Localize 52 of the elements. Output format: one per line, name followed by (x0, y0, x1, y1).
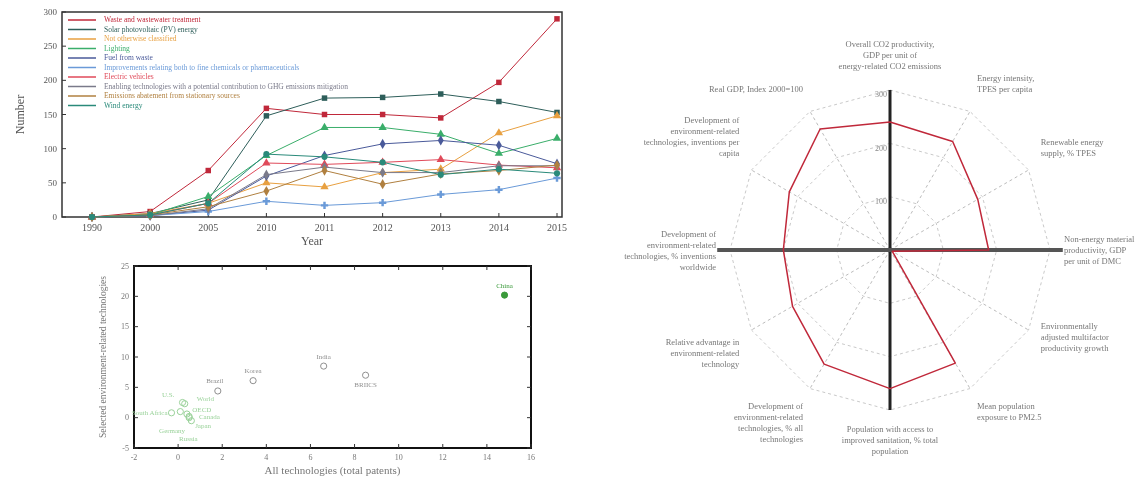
y-tick-label: 300 (43, 7, 58, 18)
x-tick-label: 6 (308, 453, 313, 462)
x-tick-label: 2 (220, 453, 225, 462)
x-tick-label: 2005 (198, 222, 219, 233)
spoke-label: Development of environment-related technologies, % all technologies (734, 400, 804, 444)
y-tick-label: 150 (43, 109, 58, 120)
x-axis-title: Year (300, 234, 324, 248)
x-tick-label: 8 (352, 453, 357, 462)
x-tick-label: 0 (176, 453, 181, 462)
x-tick-label: 2000 (140, 222, 161, 233)
y-tick-label: 5 (125, 383, 129, 393)
x-tick-label: 2013 (430, 222, 451, 233)
spoke-label: Overall CO2 productivity, GDP per unit of energy-related CO2 emissions (838, 39, 942, 71)
y-tick-label: 100 (875, 196, 887, 206)
spoke-label: Real GDP, Index 2000=100 (708, 84, 803, 95)
spoke-label: Renewable energy supply, % TPES (1040, 137, 1105, 158)
x-tick-label: 4 (264, 453, 269, 462)
x-axis-title: All technologies (total patents) (264, 464, 401, 477)
x-tick-label: 2015 (547, 222, 567, 233)
y-axis-title: Number (13, 94, 27, 135)
x-tick-label: 10 (394, 453, 403, 462)
y-tick-label: 0 (125, 413, 129, 423)
x-tick-label: -2 (130, 453, 138, 462)
x-tick-label: 2014 (488, 222, 509, 233)
x-tick-label: 2011 (314, 222, 335, 233)
spoke-label: Relative advantage in environment-related technology (665, 337, 741, 369)
y-tick-label: 20 (121, 292, 129, 302)
y-tick-label: 10 (121, 352, 129, 362)
x-tick-label: 2010 (256, 222, 277, 233)
spoke-label: Energy intensity, TPES per capita (977, 73, 1035, 95)
x-tick-label: 16 (527, 453, 535, 462)
x-tick-label: 1990 (82, 222, 102, 233)
y-axis-title: Selected environment-related technologies (98, 275, 108, 438)
y-tick-label: 50 (48, 177, 58, 188)
x-tick-label: 12 (438, 453, 447, 462)
y-tick-label: 0 (52, 212, 58, 223)
y-tick-label: 15 (121, 322, 129, 332)
y-tick-label: 300 (875, 90, 887, 100)
spoke-label: Non-energy material productivity, GDP per unit of DMC (1064, 234, 1136, 266)
spoke-label: Development of environment-related technologies, % inventions worldwide (624, 228, 717, 272)
spoke-label: Development of environment-related technologies, inventions per capita (643, 115, 741, 158)
y-tick-label: 200 (43, 75, 58, 86)
x-tick-label: 14 (482, 453, 491, 462)
spoke-label: Environmentally adjusted multifactor productivity growth (1040, 321, 1110, 353)
spoke-label: Mean population exposure to PM2.5 (977, 400, 1042, 422)
x-tick-label: 2012 (372, 222, 393, 233)
y-tick-label: 250 (43, 41, 58, 52)
y-tick-label: 200 (875, 143, 887, 153)
y-tick-label: 25 (121, 261, 129, 271)
spoke-label: Population with access to improved sanitation, % total population (841, 424, 939, 456)
y-tick-label: 100 (43, 143, 58, 154)
y-tick-label: -5 (122, 443, 129, 453)
